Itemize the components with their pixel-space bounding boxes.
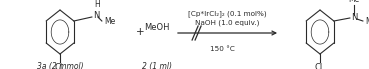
- Text: Me: Me: [365, 18, 369, 26]
- Text: Cl: Cl: [55, 63, 63, 69]
- Text: 150 °C: 150 °C: [210, 46, 235, 52]
- Text: Me: Me: [348, 0, 359, 4]
- Text: H: H: [94, 0, 100, 9]
- Text: Cl: Cl: [315, 63, 323, 69]
- Text: N: N: [351, 12, 357, 22]
- Text: MeOH: MeOH: [144, 24, 170, 32]
- Text: 3a (2 mmol): 3a (2 mmol): [37, 62, 83, 69]
- Text: +: +: [136, 27, 144, 37]
- Text: Me: Me: [104, 18, 115, 26]
- Text: NaOH (1.0 equiv.): NaOH (1.0 equiv.): [195, 20, 260, 26]
- Text: [Cp*IrCl₂]₂ (0.1 mol%): [Cp*IrCl₂]₂ (0.1 mol%): [188, 10, 267, 17]
- Text: N: N: [93, 12, 99, 20]
- Text: 2 (1 ml): 2 (1 ml): [142, 62, 172, 69]
